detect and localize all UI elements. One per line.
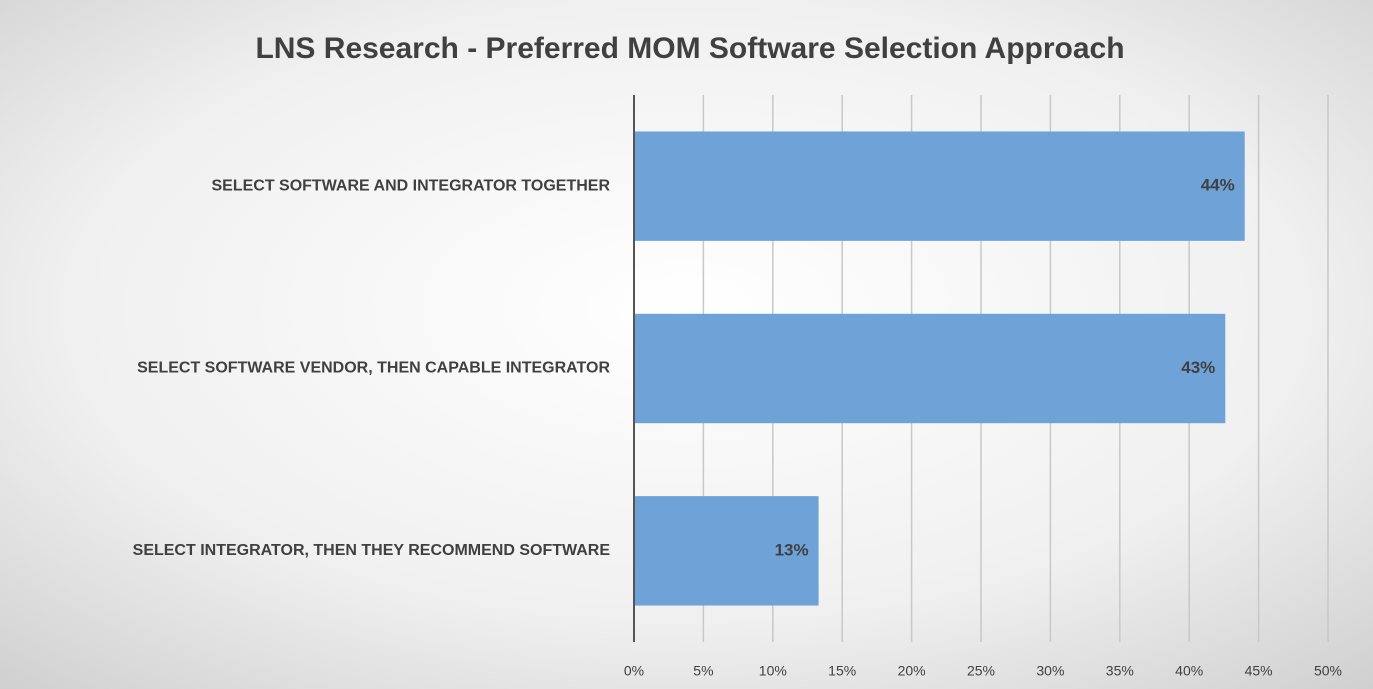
x-tick-label: 20% <box>898 663 926 679</box>
y-tick-label: SELECT INTEGRATOR, THEN THEY RECOMMEND S… <box>133 542 611 559</box>
x-tick-label: 0% <box>624 663 644 679</box>
bar <box>634 131 1245 241</box>
bar <box>634 496 819 606</box>
chart-title: LNS Research - Preferred MOM Software Se… <box>255 32 1124 65</box>
x-tick-label: 35% <box>1106 663 1134 679</box>
x-tick-label: 5% <box>693 663 713 679</box>
bar <box>634 313 1226 424</box>
x-tick-label: 50% <box>1314 663 1342 679</box>
y-tick-label: SELECT SOFTWARE VENDOR, THEN CAPABLE INT… <box>137 360 610 377</box>
data-label: 43% <box>1181 358 1215 377</box>
x-tick-label: 40% <box>1175 663 1203 679</box>
x-tick-label: 30% <box>1036 663 1064 679</box>
x-tick-label: 25% <box>967 663 995 679</box>
x-tick-label: 45% <box>1245 663 1273 679</box>
y-tick-label: SELECT SOFTWARE AND INTEGRATOR TOGETHER <box>211 177 610 194</box>
data-label: 44% <box>1201 176 1235 195</box>
x-tick-label: 15% <box>828 663 856 679</box>
x-tick-label: 10% <box>759 663 787 679</box>
data-label: 13% <box>775 540 809 559</box>
